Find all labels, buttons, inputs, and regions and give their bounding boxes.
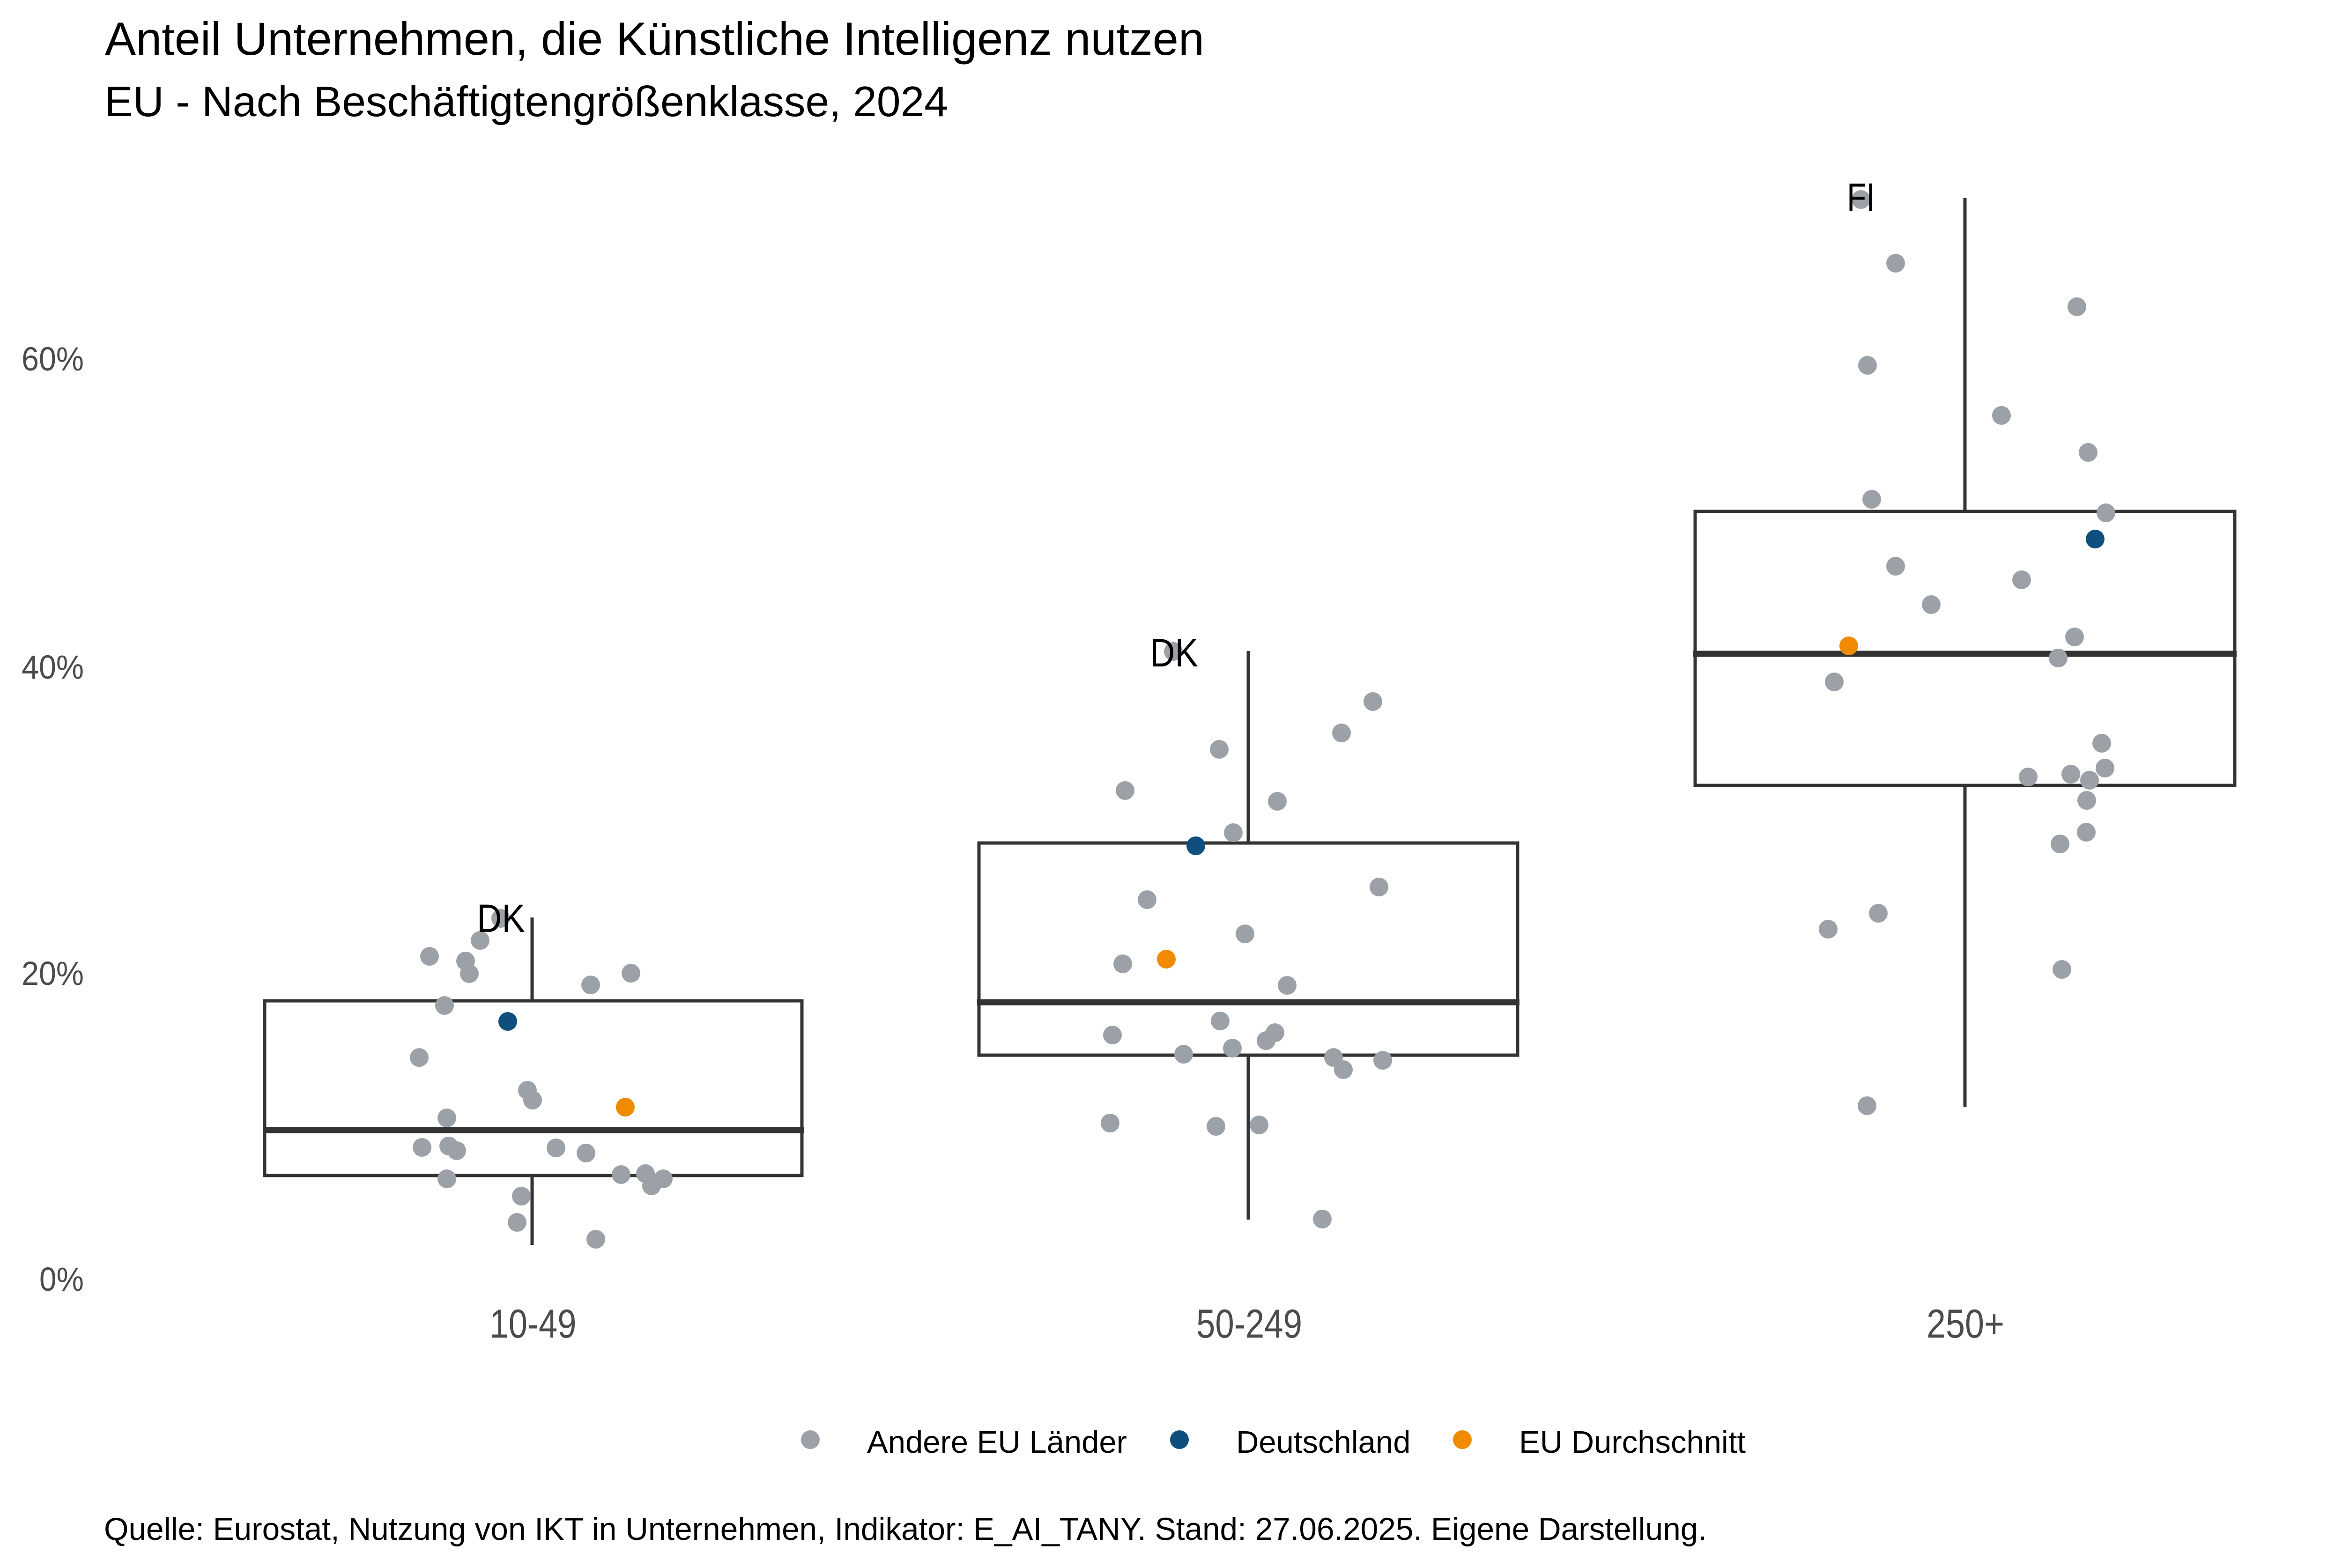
svg-text:Deutschland: Deutschland: [1236, 1425, 1410, 1460]
svg-text:10-49: 10-49: [490, 1302, 577, 1346]
svg-text:EU - Nach Beschäftigtengrößenk: EU - Nach Beschäftigtengrößenklasse, 202…: [104, 78, 948, 126]
svg-text:250+: 250+: [1927, 1302, 2004, 1346]
svg-text:Anteil Unternehmen, die Künstl: Anteil Unternehmen, die Künstliche Intel…: [105, 13, 1204, 65]
svg-text:EU Durchschnitt: EU Durchschnitt: [1519, 1425, 1746, 1460]
svg-text:Andere EU Länder: Andere EU Länder: [867, 1425, 1127, 1460]
svg-text:40%: 40%: [22, 649, 84, 686]
svg-text:DK: DK: [1150, 631, 1198, 675]
svg-text:20%: 20%: [22, 955, 84, 992]
svg-text:DK: DK: [477, 896, 525, 940]
svg-text:FI: FI: [1847, 175, 1875, 219]
svg-text:Quelle: Eurostat, Nutzung von: Quelle: Eurostat, Nutzung von IKT in Unt…: [104, 1512, 1707, 1547]
svg-text:0%: 0%: [39, 1261, 84, 1298]
svg-text:50-249: 50-249: [1196, 1302, 1302, 1346]
svg-text:60%: 60%: [22, 341, 84, 378]
